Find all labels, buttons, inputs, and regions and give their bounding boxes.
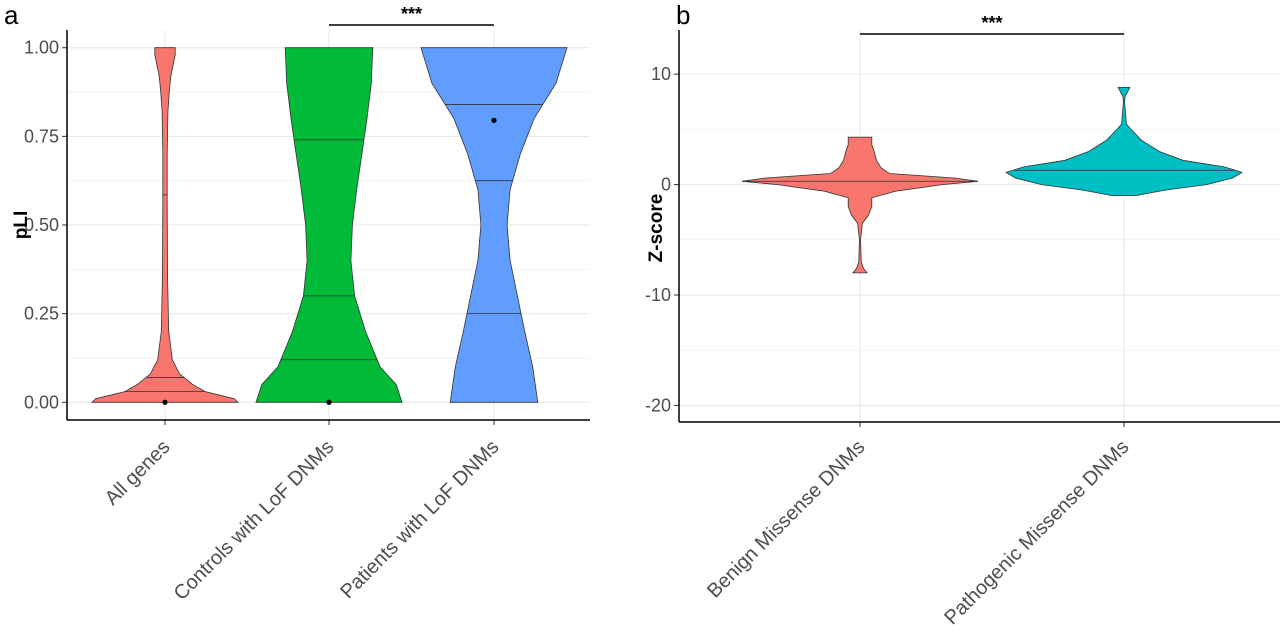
y-tick-label: 0.00 [24,392,59,412]
y-tick-label: -20 [645,395,671,415]
y-tick-label: 10 [651,64,671,84]
panel-letter-a: a [4,0,19,30]
y-axis-title: Z-score [646,194,667,263]
median-point-patients-with-lof-dnms [491,117,497,124]
significance-label: *** [401,4,422,24]
x-tick-label-all-genes: All genes [101,436,175,510]
y-tick-label: 0.50 [24,215,59,235]
x-tick-label-patients-with-lof-dnms: Patients with LoF DNMs [336,436,503,603]
median-point-controls-with-lof-dnms [326,399,332,405]
y-axis-title: pLI [11,211,32,240]
significance-label: *** [981,13,1002,33]
y-tick-label: -10 [645,285,671,305]
x-tick-label-pathogenic-missense-dnms: Pathogenic Missense DNMs [940,436,1133,629]
median-point-all-genes [162,399,168,405]
y-tick-label: 0.25 [24,304,59,324]
y-tick-label: 0.75 [24,126,59,146]
violin-benign-missense-dnms [741,136,979,274]
y-tick-label: 1.00 [24,38,59,58]
x-tick-label-controls-with-lof-dnms: Controls with LoF DNMs [170,436,339,605]
x-tick-label-benign-missense-dnms: Benign Missense DNMs [703,436,869,602]
y-tick-label: 0 [661,175,671,195]
panel-letter-b: b [676,0,690,30]
violin-controls-with-lof-dnms [255,47,403,403]
violin-pathogenic-missense-dnms [1005,87,1243,196]
violin-patients-with-lof-dnms [420,47,568,403]
chart-panel-b: Benign Missense DNMs Pathogenic Missense … [645,0,1280,629]
